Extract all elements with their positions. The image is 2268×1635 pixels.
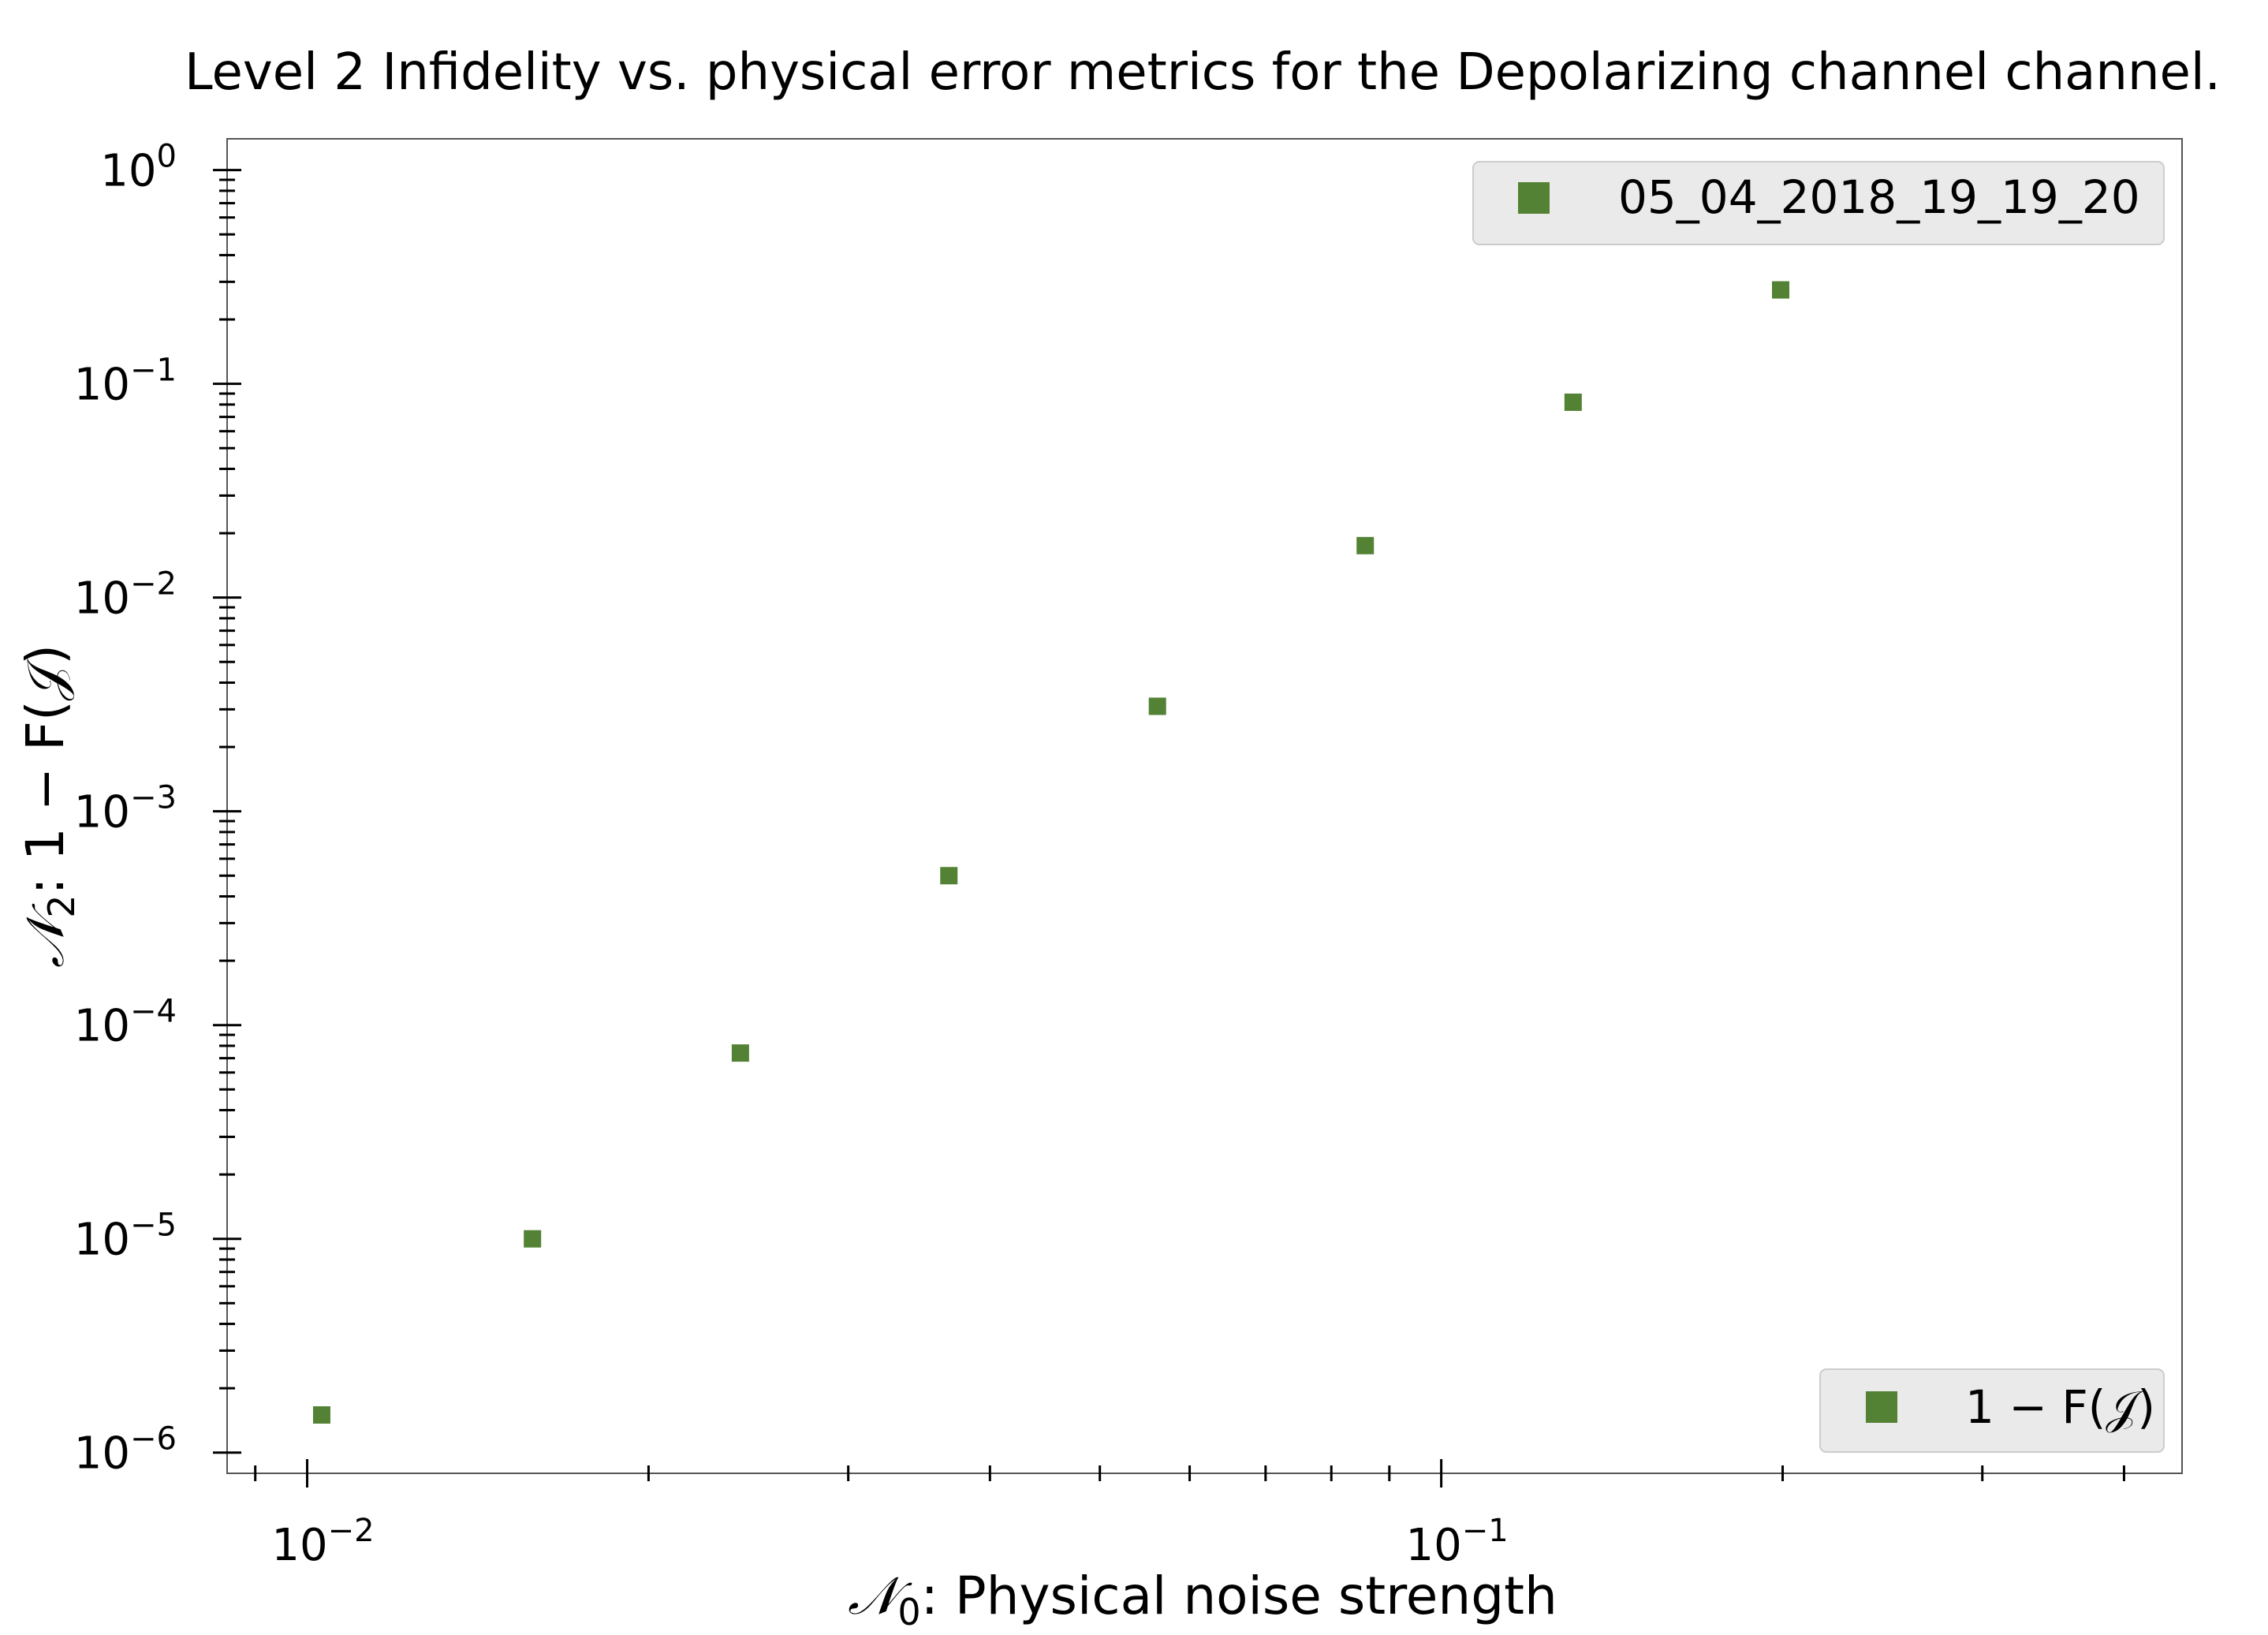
data-point bbox=[1772, 281, 1790, 299]
legend-label: 1 − F(𝒥) bbox=[1965, 1380, 2155, 1434]
y-tick-label: 10−3 bbox=[74, 780, 177, 838]
y-tick-label: 10−1 bbox=[74, 353, 177, 411]
y-tick-label: 10−4 bbox=[74, 994, 177, 1052]
plot-area bbox=[226, 138, 2183, 1474]
x-axis-label: 𝒩0: Physical noise strength bbox=[848, 1566, 1557, 1633]
data-point bbox=[524, 1230, 542, 1248]
data-point bbox=[731, 1044, 749, 1062]
x-tick-label: 10−1 bbox=[1405, 1513, 1508, 1571]
y-tick-label: 10−5 bbox=[74, 1208, 177, 1266]
y-tick-label: 10−6 bbox=[74, 1421, 177, 1480]
legend-label: 05_04_2018_19_19_20 bbox=[1618, 170, 2140, 224]
data-points bbox=[312, 281, 1790, 1424]
data-point bbox=[1564, 393, 1582, 411]
data-point bbox=[1356, 536, 1375, 554]
y-axis-ticks: 100 10−1 10−2 10−3 10−4 10−5 10−6 bbox=[74, 139, 241, 1480]
x-tick-label: 10−2 bbox=[271, 1513, 374, 1571]
y-axis-label: 𝒩2: 1 − F(𝒥) bbox=[15, 644, 83, 968]
data-point bbox=[312, 1406, 330, 1424]
y-tick-label: 10−2 bbox=[74, 566, 177, 625]
legend-marker bbox=[1866, 1391, 1897, 1423]
legend-bottom-right: 1 − F(𝒥) bbox=[1819, 1368, 2165, 1453]
chart-title: Level 2 Infidelity vs. physical error me… bbox=[185, 43, 2221, 102]
data-point bbox=[940, 867, 958, 885]
legend-top-right: 05_04_2018_19_19_20 bbox=[1472, 161, 2165, 245]
y-tick-label: 100 bbox=[100, 139, 177, 197]
x-axis-ticks: 10−2 10−1 bbox=[254, 1459, 2125, 1571]
legend-marker bbox=[1518, 182, 1550, 214]
data-point bbox=[1148, 697, 1166, 715]
